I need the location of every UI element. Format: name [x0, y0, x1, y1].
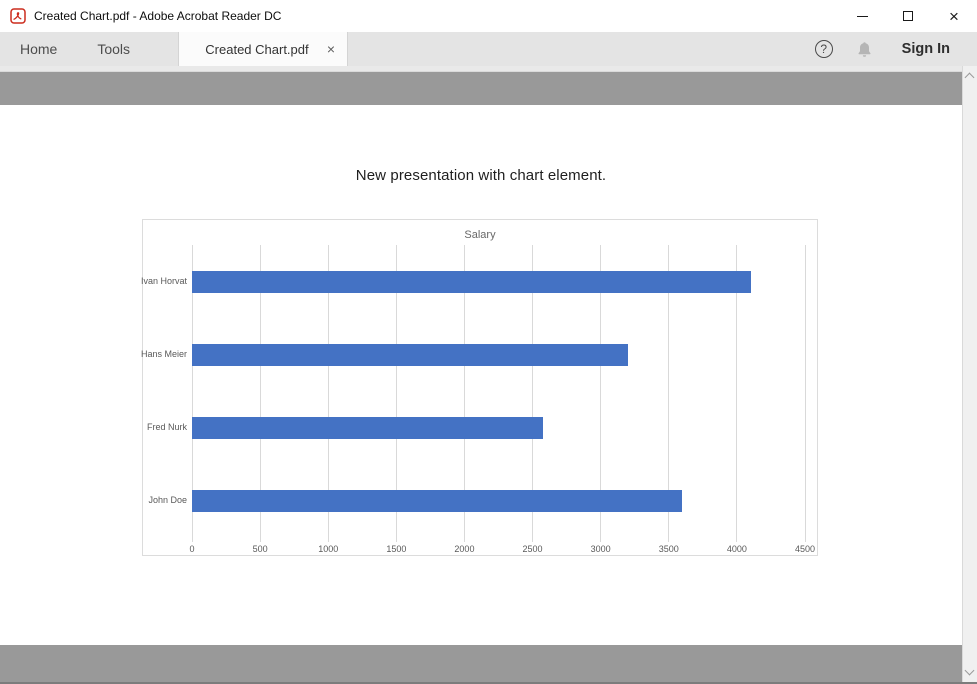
tab-close-icon[interactable]: × [326, 41, 336, 57]
x-axis-tick-label: 2000 [454, 544, 475, 554]
tab-document-created-chart[interactable]: Created Chart.pdf × [178, 32, 349, 66]
window-bottom-edge [0, 682, 977, 684]
tab-bar: Home Tools Created Chart.pdf × ? Sign In [0, 32, 977, 66]
vertical-scrollbar[interactable] [962, 66, 977, 684]
minimize-button[interactable] [839, 0, 885, 32]
scroll-up-icon[interactable] [964, 72, 975, 83]
tab-tools[interactable]: Tools [77, 32, 150, 66]
gridline [259, 245, 261, 542]
document-heading: New presentation with chart element. [355, 167, 607, 184]
x-axis-tick-label: 1500 [386, 544, 407, 554]
maximize-icon [903, 11, 913, 21]
gridline [327, 245, 329, 542]
x-axis-tick-label: 1000 [318, 544, 339, 554]
window-title: Created Chart.pdf - Adobe Acrobat Reader… [34, 9, 282, 23]
category-label: John Doe [148, 495, 187, 505]
notifications-button[interactable] [857, 41, 872, 58]
minimize-icon [856, 15, 868, 17]
tab-home[interactable]: Home [0, 32, 77, 66]
chart-frame: Salary 0 500 1000 1500 2000 2500 3000 3500 4000 4… [141, 219, 818, 556]
tools-tab-label: Tools [97, 41, 131, 57]
gridline [600, 245, 602, 542]
bell-icon [858, 41, 871, 57]
close-button[interactable]: × [931, 0, 977, 32]
window-controls: × [839, 0, 977, 32]
x-axis-tick-label: 3000 [590, 544, 611, 554]
close-icon: × [949, 6, 959, 26]
chart-title: Salary [464, 229, 496, 241]
gridline [736, 245, 738, 542]
gridline [668, 245, 670, 542]
gridline [191, 245, 193, 542]
bar-ivan-horvat [192, 270, 751, 293]
document-column: New presentation with chart element. Sal… [0, 66, 962, 684]
tabbar-right-cluster: ? Sign In [814, 32, 977, 66]
x-axis-tick-label: 3500 [658, 544, 679, 554]
gridline [804, 245, 806, 542]
gridline [532, 245, 534, 542]
gridline [463, 245, 465, 542]
x-axis-tick-label: 4500 [794, 544, 816, 554]
toolbar-strip [0, 66, 962, 72]
title-bar: Created Chart.pdf - Adobe Acrobat Reader… [0, 0, 977, 32]
x-axis-tick-label: 2500 [522, 544, 543, 554]
x-axis-tick-label: 0 [189, 544, 195, 554]
pdf-page: New presentation with chart element. Sal… [0, 105, 962, 645]
bar-hans-meier [192, 343, 628, 366]
help-icon: ? [820, 42, 827, 56]
pdf-file-icon [10, 8, 26, 24]
category-label: Ivan Horvat [140, 276, 187, 286]
x-axis-tick-label: 4000 [726, 544, 747, 554]
main-area: New presentation with chart element. Sal… [0, 66, 977, 684]
bar-fred-nurk [192, 416, 544, 439]
help-button[interactable]: ? [814, 40, 833, 58]
sign-in-button[interactable]: Sign In [901, 41, 950, 57]
document-canvas: New presentation with chart element. Sal… [0, 72, 962, 684]
scroll-down-icon[interactable] [964, 665, 975, 676]
plot-area: 0 500 1000 1500 2000 2500 3000 3500 4000 4500 Ivan… [141, 245, 815, 554]
document-tab-label: Created Chart.pdf [205, 41, 309, 57]
bar-john-doe [192, 489, 683, 512]
category-label: Hans Meier [140, 349, 187, 359]
x-axis-tick-label: 500 [252, 544, 268, 554]
category-label: Fred Nurk [146, 422, 187, 432]
home-tab-label: Home [20, 41, 58, 57]
maximize-button[interactable] [885, 0, 931, 32]
gridline [395, 245, 397, 542]
